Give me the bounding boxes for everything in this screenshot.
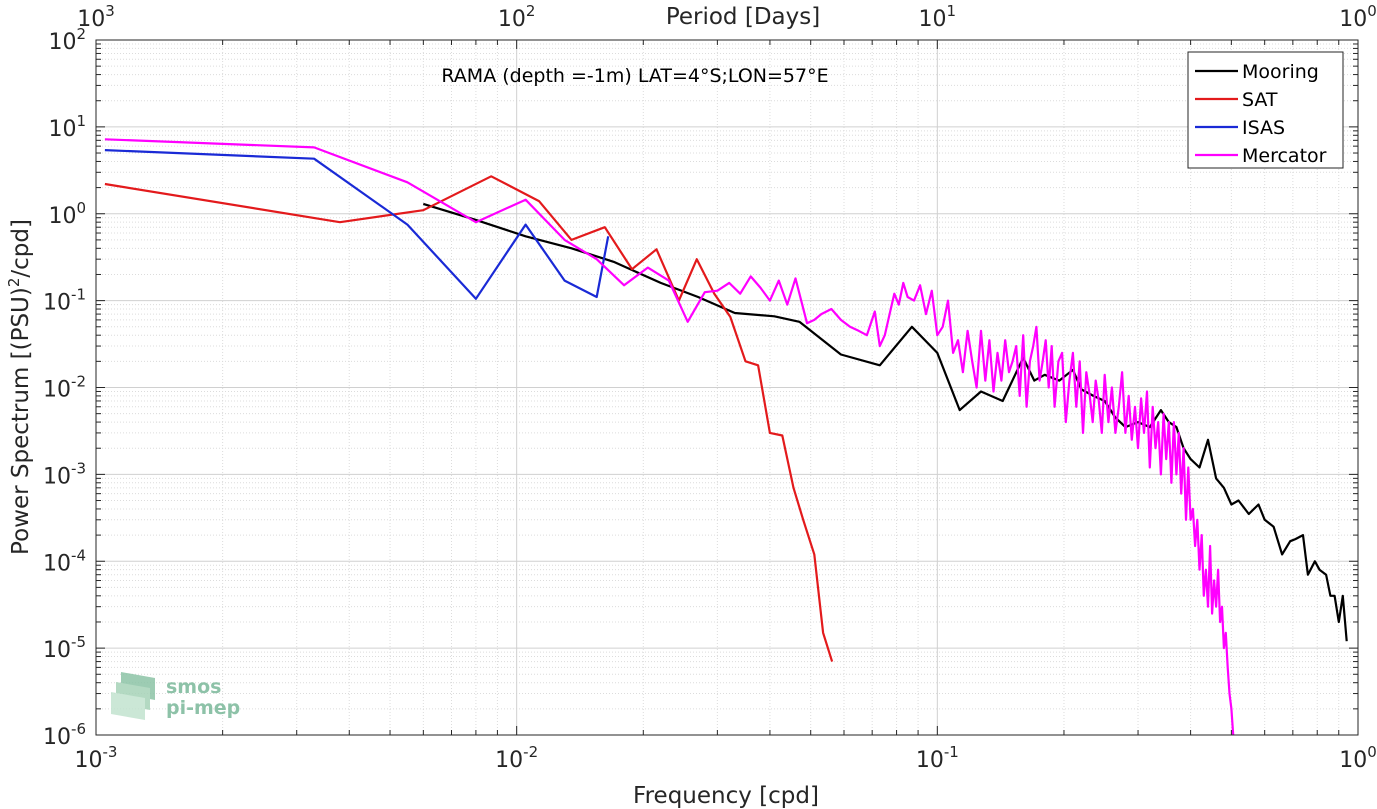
major-grid [95,39,1359,736]
series-line-sat [104,175,834,662]
top-x-tick-label-exponent: 0 [1367,2,1377,20]
legend-label-mercator: Mercator [1242,145,1327,167]
x-tick-label: 10-1 [916,743,959,773]
smos-pi-mep-logo: smos pi-mep [111,672,240,720]
y-tick-label-base: 10 [43,638,71,663]
y-tick-label-base: 10 [43,378,71,403]
y-tick-label-exponent: 2 [76,25,86,43]
tick-marks [95,39,1359,736]
x-tick-label-base: 10 [495,748,523,773]
series-line-mercator [104,138,1235,735]
x-tick-label-base: 10 [75,748,103,773]
y-tick-label: 10-4 [43,546,86,576]
y-tick-label-exponent: -3 [71,459,86,477]
y-tick-label: 10-2 [43,373,86,403]
y-tick-label: 10-5 [43,633,86,663]
minor-grid [96,40,1358,735]
x-tick-label-exponent: -1 [944,743,959,761]
y-tick-label-base: 10 [43,464,71,489]
legend-items: Mooring SAT ISAS Mercator [1195,61,1327,167]
y-tick-label: 100 [48,199,86,229]
series-layer [104,138,1348,735]
y-axis-title: Power Spectrum [(PSU)2/cpd] [5,219,34,555]
legend-label-sat: SAT [1242,89,1278,111]
top-x-tick-label: 101 [919,2,957,32]
legend-label-isas: ISAS [1242,117,1285,139]
series-line-mooring [422,202,1348,642]
top-x-tick-labels: 103 102 101 100 [77,2,1377,32]
y-tick-label-exponent: -2 [71,373,86,391]
y-tick-label: 102 [48,25,86,55]
logo-text-line2: pi-mep [166,697,240,719]
x-axis-title: Frequency [cpd] [633,783,819,809]
x-tick-labels: 10-3 10-2 10-1 100 [75,743,1377,773]
x-tick-label-exponent: -3 [103,743,118,761]
top-x-axis-title: Period [Days] [666,4,820,30]
top-x-tick-label-exponent: 3 [105,2,115,20]
y-tick-label-base: 10 [48,204,76,229]
top-x-tick-label-exponent: 2 [526,2,536,20]
y-tick-label-base: 10 [43,725,71,750]
x-tick-label: 10-3 [75,743,118,773]
y-tick-label-exponent: 1 [76,112,86,130]
x-tick-label-base: 10 [1339,748,1367,773]
y-tick-label-base: 10 [43,551,71,576]
y-axis-title-part2: /cpd] [8,219,34,278]
y-tick-label-base: 10 [48,30,76,55]
y-tick-label: 10-3 [43,459,86,489]
x-tick-label-exponent: 0 [1367,743,1377,761]
y-tick-label-base: 10 [43,291,71,316]
y-axis-title-exp: 2 [5,278,23,288]
y-tick-label-exponent: -6 [71,720,86,738]
y-axis-title-part1: Power Spectrum [(PSU) [8,287,34,555]
x-tick-label-exponent: -2 [523,743,538,761]
logo-layer-3 [111,692,145,720]
top-x-tick-label-base: 10 [498,7,526,32]
y-tick-label: 101 [48,112,86,142]
y-tick-label-exponent: -5 [71,633,86,651]
top-x-tick-label: 102 [498,2,536,32]
x-tick-label: 100 [1339,743,1377,773]
y-tick-label-exponent: 0 [76,199,86,217]
series-line-isas [104,149,610,300]
top-x-tick-label: 103 [77,2,115,32]
top-x-tick-label-exponent: 1 [947,2,957,20]
legend-label-mooring: Mooring [1242,61,1319,83]
y-tick-label-exponent: -4 [71,546,86,564]
top-x-tick-label-base: 10 [919,7,947,32]
x-tick-label-base: 10 [916,748,944,773]
logo-text-line1: smos [166,676,221,698]
x-tick-label: 10-2 [495,743,538,773]
y-tick-label: 10-6 [43,720,86,750]
y-tick-label-exponent: -1 [71,286,86,304]
top-x-tick-label-base: 10 [1339,7,1367,32]
top-x-tick-label-base: 10 [77,7,105,32]
chart-title: RAMA (depth =-1m) LAT=4°S;LON=57°E [441,65,828,87]
y-tick-label: 10-1 [43,286,86,316]
y-tick-label-base: 10 [48,117,76,142]
legend: Mooring SAT ISAS Mercator [1187,51,1344,169]
top-x-tick-label: 100 [1339,2,1377,32]
